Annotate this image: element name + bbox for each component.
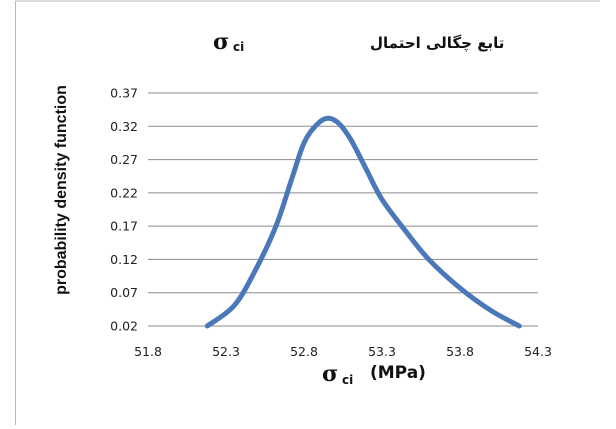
- x-tick-label: 51.8: [134, 344, 162, 359]
- y-tick-label: 0.02: [110, 319, 138, 334]
- title-sigma-subscript: ci: [233, 40, 244, 54]
- x-axis-unit: (MPa): [370, 363, 426, 383]
- chart-title: تابع چگالی احتمال: [370, 34, 504, 53]
- series-group: [204, 115, 522, 329]
- title-sigma-symbol: σ: [213, 29, 229, 55]
- x-tick-label: 54.3: [524, 344, 552, 359]
- x-tick-label: 52.8: [290, 344, 318, 359]
- x-axis-sigma-symbol: σ: [322, 361, 338, 387]
- y-tick-label: 0.37: [110, 86, 138, 101]
- series-line-0: [204, 115, 522, 329]
- x-tick-labels: 51.8 52.3 52.8 53.3 53.8 54.3: [134, 344, 552, 359]
- y-tick-label: 0.07: [110, 285, 138, 300]
- y-tick-label: 0.27: [110, 152, 138, 167]
- x-tick-label: 53.3: [368, 344, 396, 359]
- y-axis-label: probability density function: [53, 85, 70, 295]
- y-tick-label: 0.17: [110, 219, 138, 234]
- y-tick-labels: 0.02 0.07 0.12 0.17 0.22 0.27 0.32 0.37: [110, 86, 138, 334]
- y-tick-label: 0.32: [110, 119, 138, 134]
- x-axis-sigma-subscript: ci: [342, 373, 353, 387]
- y-tick-label: 0.22: [110, 185, 138, 200]
- x-tick-label: 53.8: [446, 344, 474, 359]
- y-tick-label: 0.12: [110, 252, 138, 267]
- x-tick-label: 52.3: [212, 344, 240, 359]
